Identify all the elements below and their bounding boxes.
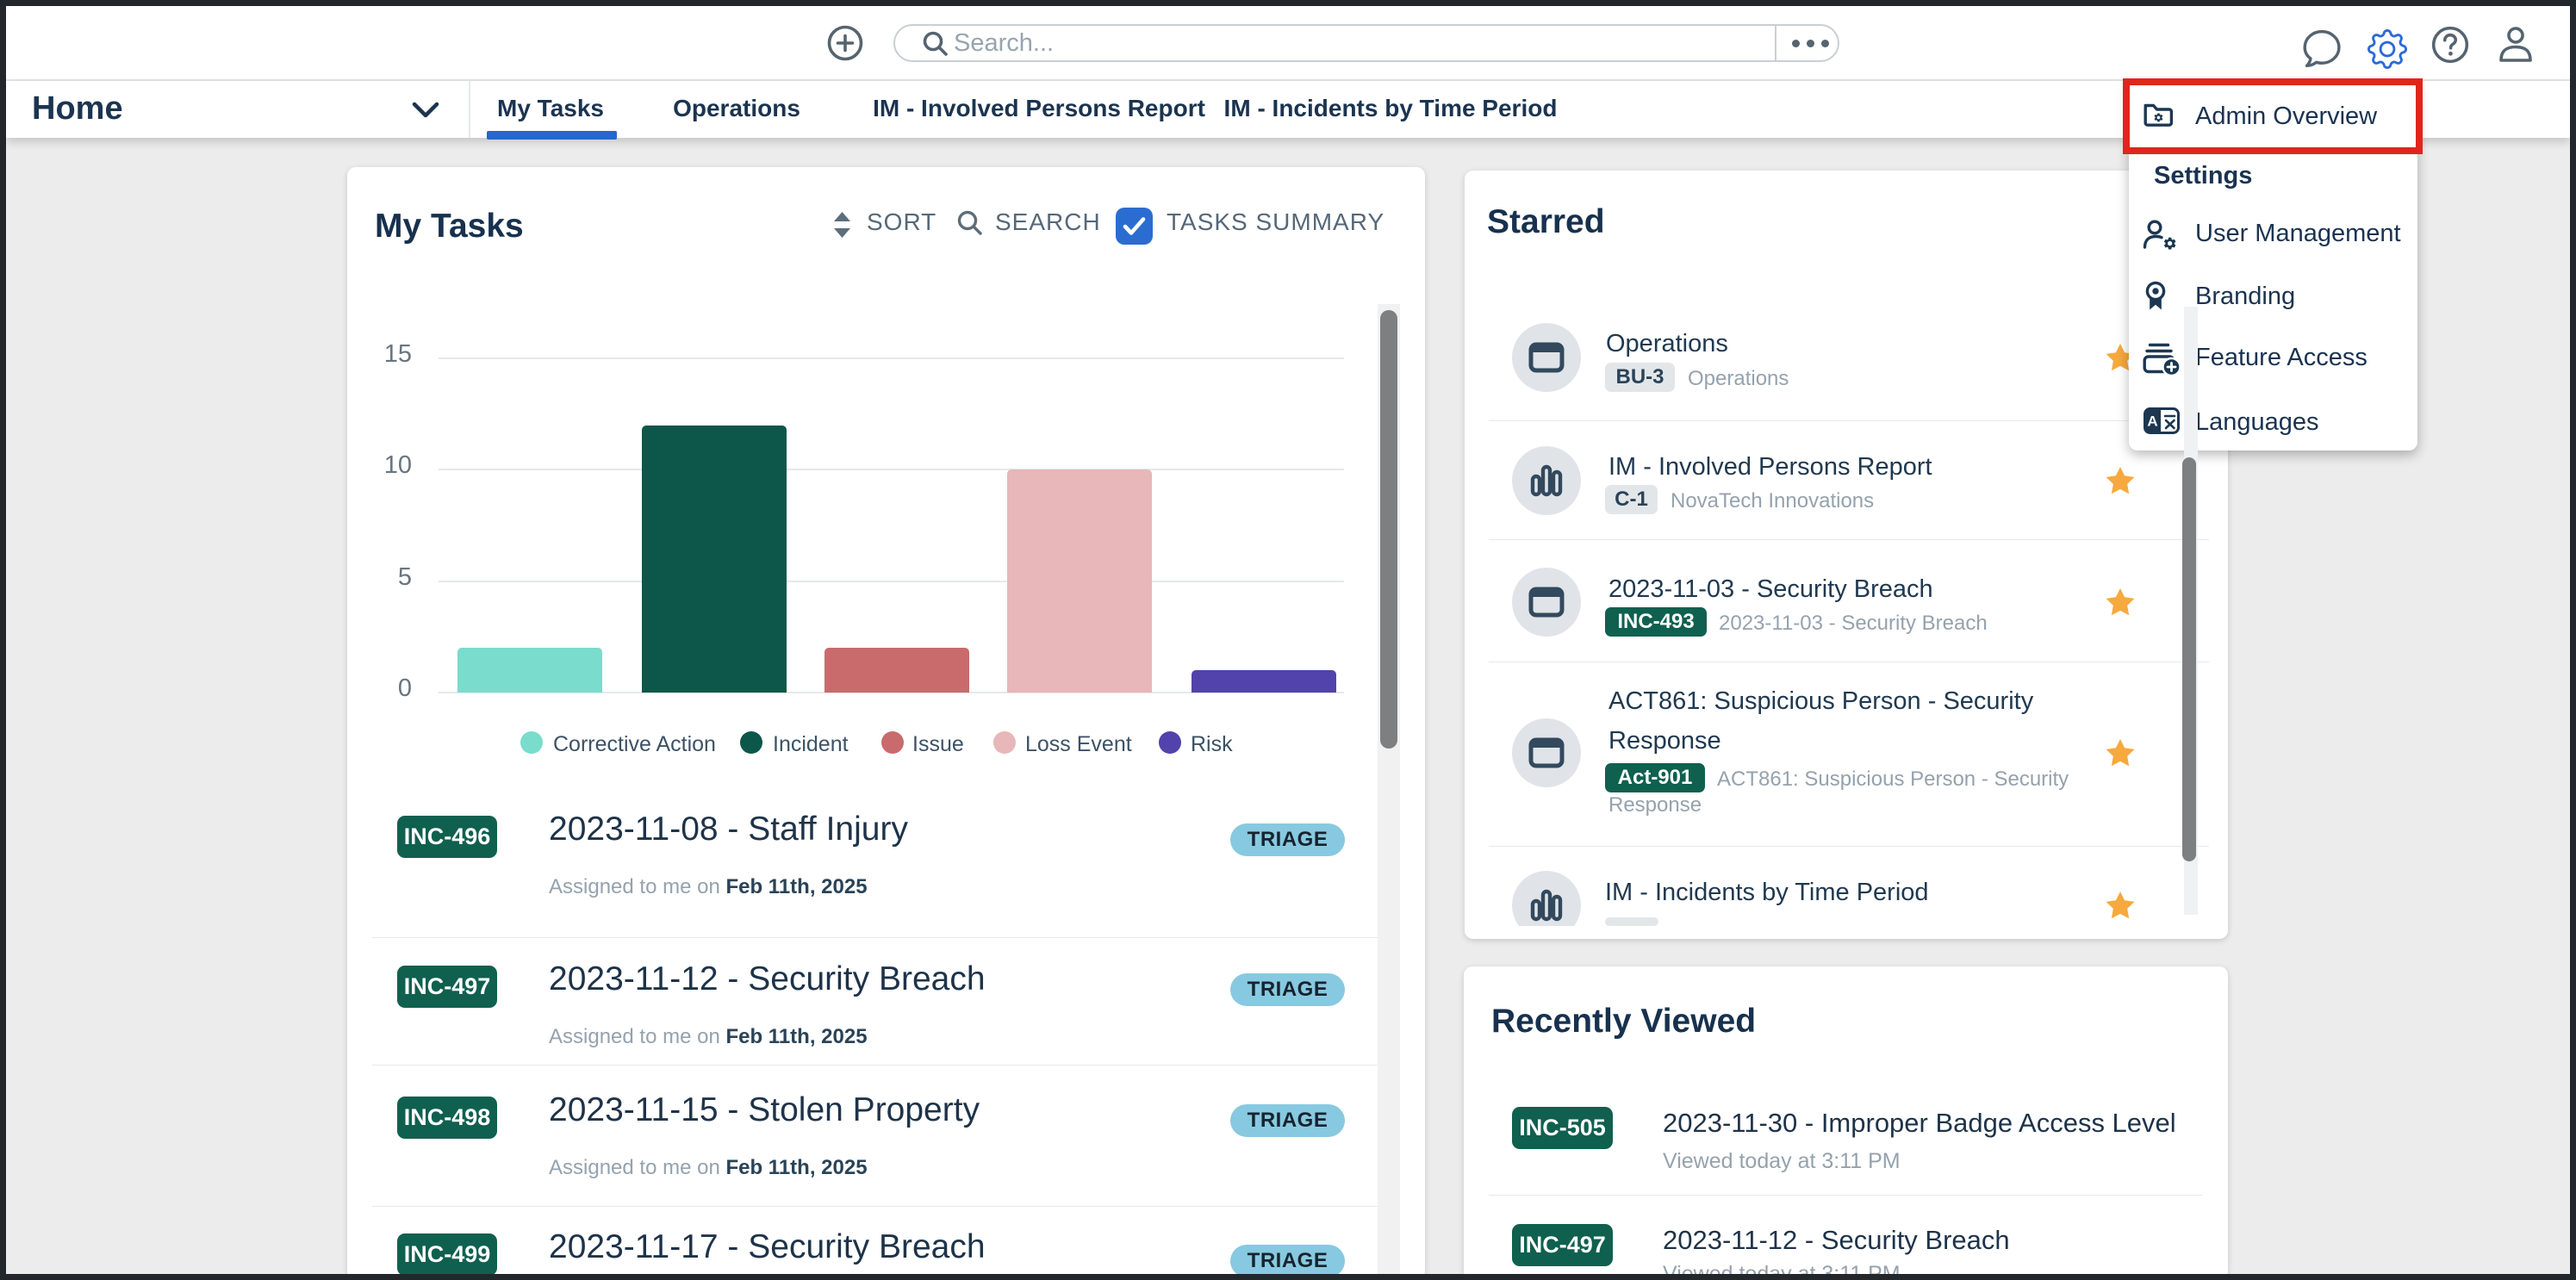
svg-text:A: A bbox=[2147, 413, 2157, 430]
